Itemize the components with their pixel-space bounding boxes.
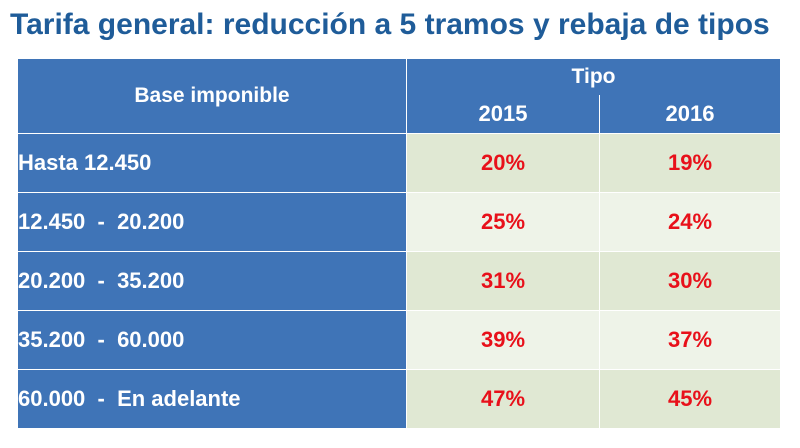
rate-2015-cell: 31% xyxy=(406,251,600,311)
rate-2015-cell: 20% xyxy=(406,133,600,193)
table-row: Hasta 12.450 20% 19% xyxy=(17,133,782,193)
base-range-cell: Hasta 12.450 xyxy=(17,133,407,193)
tax-rate-table: Base imponible Tipo 2015 2016 Hasta 12.4… xyxy=(17,58,782,429)
column-header-base-imponible: Base imponible xyxy=(17,58,407,134)
rate-2016-cell: 19% xyxy=(598,133,782,193)
table-row: 60.000 - En adelante 47% 45% xyxy=(17,369,782,429)
base-range-cell: 20.200 - 35.200 xyxy=(17,251,407,311)
table-row: 12.450 - 20.200 25% 24% xyxy=(17,192,782,252)
rate-2016-cell: 37% xyxy=(598,310,782,370)
rate-2016-cell: 30% xyxy=(598,251,782,311)
rate-2016-cell: 24% xyxy=(598,192,782,252)
base-range-cell: 60.000 - En adelante xyxy=(17,369,407,429)
rate-2016-cell: 45% xyxy=(598,369,782,429)
base-range-cell: 35.200 - 60.000 xyxy=(17,310,407,370)
page-title: Tarifa general: reducción a 5 tramos y r… xyxy=(10,8,770,41)
rate-2015-cell: 25% xyxy=(406,192,600,252)
column-header-year-2016: 2016 xyxy=(598,95,782,134)
column-header-tipo: Tipo xyxy=(405,58,782,95)
table-header-row: Base imponible Tipo xyxy=(17,58,782,134)
rate-2015-cell: 47% xyxy=(406,369,600,429)
table-row: 20.200 - 35.200 31% 30% xyxy=(17,251,782,311)
column-header-year-2015: 2015 xyxy=(406,95,600,134)
table-row: 35.200 - 60.000 39% 37% xyxy=(17,310,782,370)
rate-2015-cell: 39% xyxy=(406,310,600,370)
base-range-cell: 12.450 - 20.200 xyxy=(17,192,407,252)
